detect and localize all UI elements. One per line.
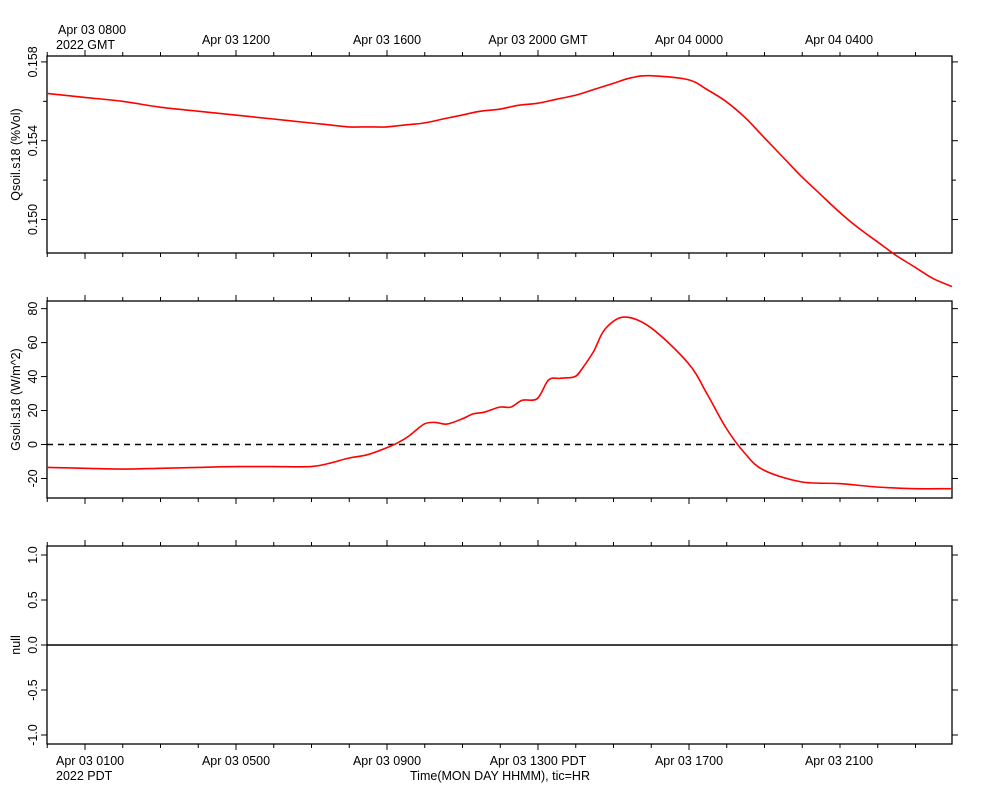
y-tick-label: 1.0 xyxy=(26,546,40,563)
y-axis-title: null xyxy=(9,635,23,654)
top-axis-label: Apr 03 2000 GMT xyxy=(488,33,588,47)
y-axis-title: Qsoil.s18 (%Vol) xyxy=(9,108,23,200)
y-tick-label: -0.5 xyxy=(26,679,40,701)
bottom-axis-label: Apr 03 1300 PDT xyxy=(490,754,587,768)
y-tick-label: 60 xyxy=(26,336,40,350)
bottom-axis-label: Apr 03 0500 xyxy=(202,754,270,768)
gsoil-panel: -20 0 20 40 60 80 Gsoil.s18 (W/m^2) xyxy=(9,295,958,504)
top-time-axis: Apr 03 0800 2022 GMT Apr 03 1200 Apr 03 … xyxy=(56,23,873,52)
bottom-axis-label: Apr 03 1700 xyxy=(655,754,723,768)
y-tick-label: 20 xyxy=(26,404,40,418)
top-axis-label: Apr 03 1600 xyxy=(353,33,421,47)
y-axis-title: Gsoil.s18 (W/m^2) xyxy=(9,348,23,450)
qsoil-panel: 0.150 0.154 0.158 Qsoil.s18 (%Vol) xyxy=(9,46,958,288)
y-tick-label: 0.0 xyxy=(26,636,40,653)
y-tick-label: 40 xyxy=(26,370,40,384)
y-tick-label: 0.154 xyxy=(26,125,40,156)
plot-frame xyxy=(46,300,953,499)
y-tick-label: -20 xyxy=(26,469,40,487)
top-axis-first-label: Apr 03 0800 xyxy=(58,23,126,37)
bottom-axis-first-sub: 2022 PDT xyxy=(56,769,113,783)
top-axis-label: Apr 04 0000 xyxy=(655,33,723,47)
top-axis-first-sub: 2022 GMT xyxy=(56,38,115,52)
top-axis-label: Apr 04 0400 xyxy=(805,33,873,47)
bottom-time-axis: Apr 03 0100 2022 PDT Apr 03 0500 Apr 03 … xyxy=(56,754,873,783)
top-axis-label: Apr 03 1200 xyxy=(202,33,270,47)
y-tick-label: -1.0 xyxy=(26,724,40,746)
bottom-axis-label: Apr 03 2100 xyxy=(805,754,873,768)
x-axis-title: Time(MON DAY HHMM), tic=HR xyxy=(410,769,590,783)
plot-frame xyxy=(46,55,953,254)
bottom-axis-label: Apr 03 0900 xyxy=(353,754,421,768)
series-line xyxy=(46,74,953,288)
bottom-axis-first-label: Apr 03 0100 xyxy=(56,754,124,768)
y-tick-label: 80 xyxy=(26,302,40,316)
null-panel: -1.0 -0.5 0.0 0.5 1.0 null xyxy=(9,540,958,750)
series-line xyxy=(46,316,953,490)
y-tick-label: 0.150 xyxy=(26,204,40,235)
y-tick-label: 0 xyxy=(26,441,40,448)
y-tick-label: 0.158 xyxy=(26,46,40,77)
y-tick-label: 0.5 xyxy=(26,591,40,608)
